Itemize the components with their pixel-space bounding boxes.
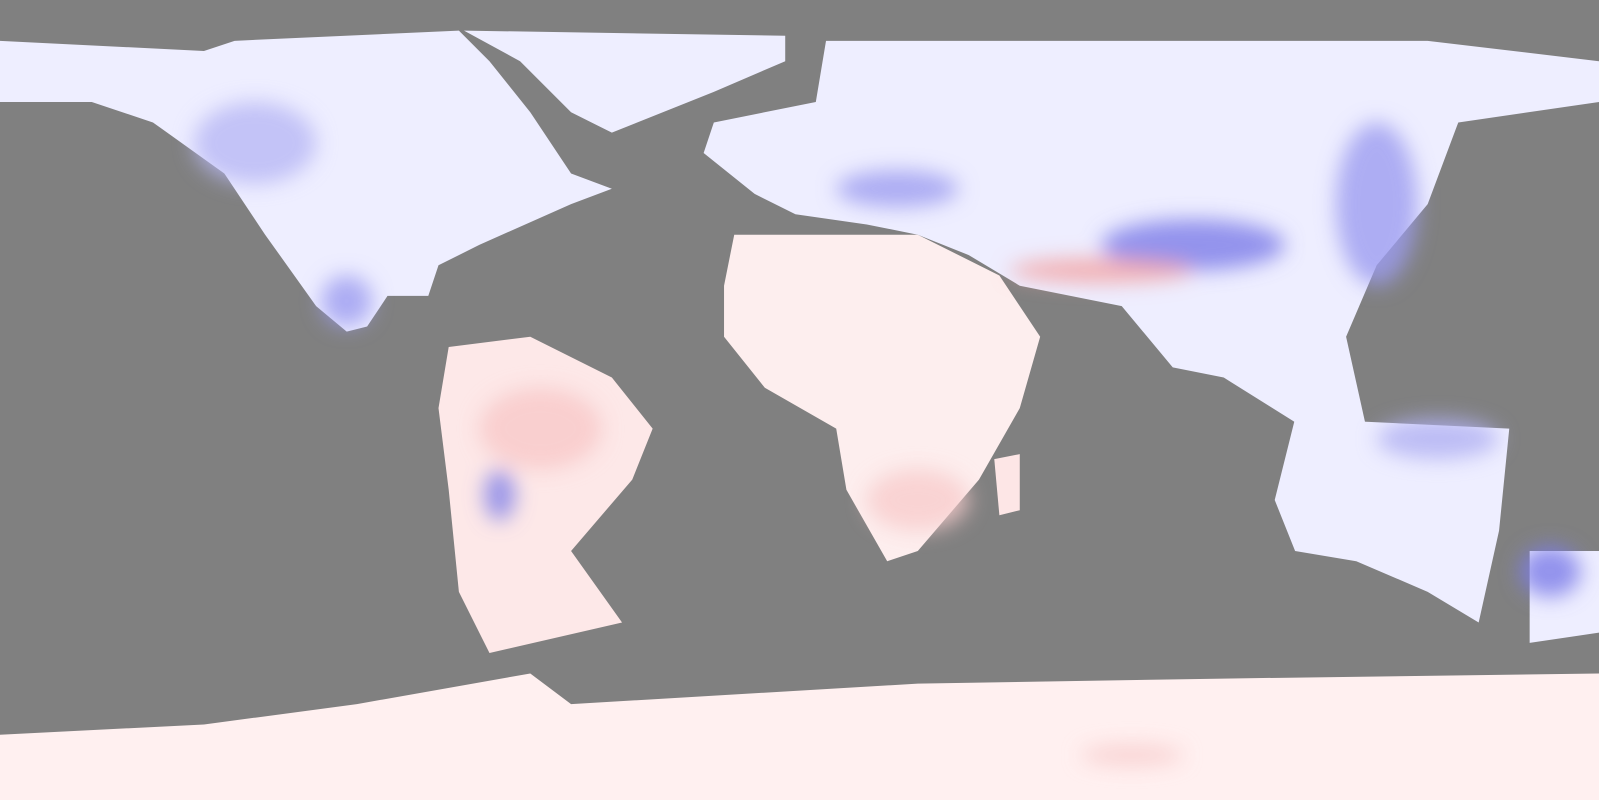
cold-blob (1335, 122, 1418, 286)
cold-blob (193, 102, 317, 184)
cold-blob (1376, 418, 1500, 460)
warm-blob (1080, 744, 1183, 766)
australia (1274, 418, 1510, 623)
antarctica (0, 673, 1599, 800)
warm-blob (1009, 258, 1194, 283)
cold-blob (836, 170, 959, 208)
warm-blob (479, 387, 602, 470)
cold-blob (1101, 219, 1285, 271)
warm-blob (866, 469, 969, 531)
africa (724, 234, 1041, 562)
north-america (0, 30, 612, 332)
anomaly-blobs (193, 102, 1581, 766)
cold-blob (321, 275, 373, 327)
madagascar (994, 454, 1020, 516)
cold-blob (1519, 545, 1581, 597)
greenland (463, 30, 786, 133)
cold-blob (484, 469, 515, 521)
